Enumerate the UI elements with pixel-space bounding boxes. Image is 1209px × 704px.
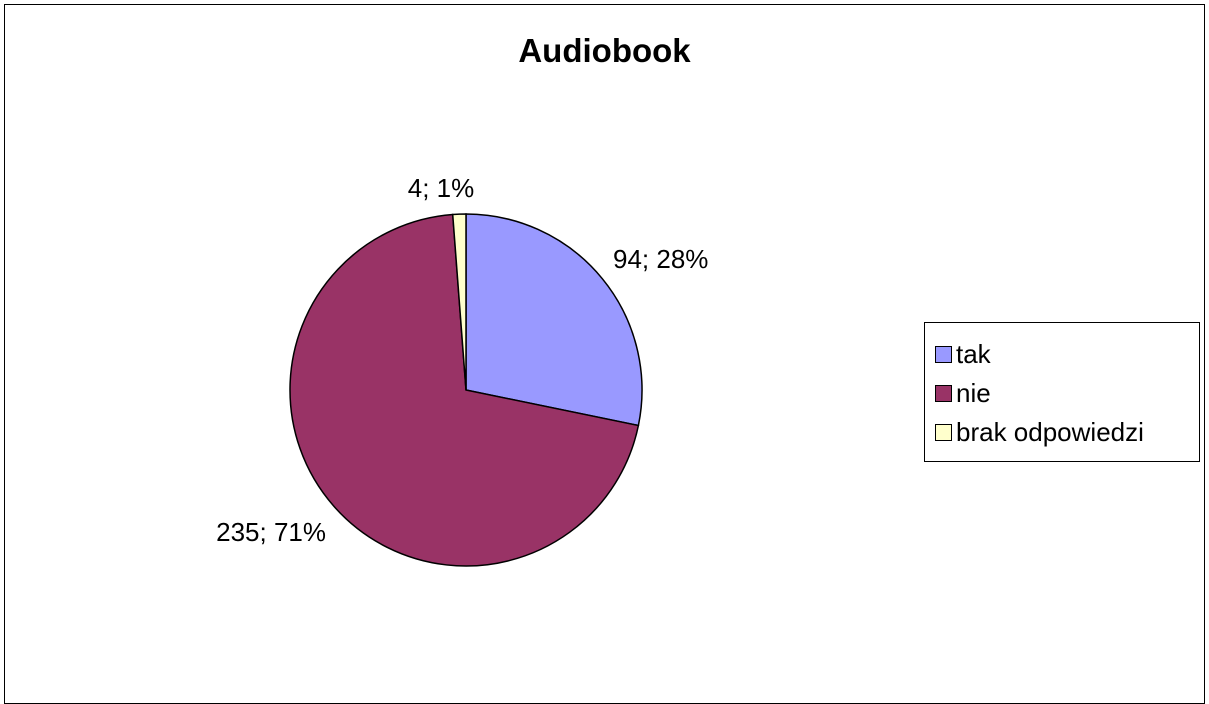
pie-data-labels: 94; 28% 235; 71% 4; 1%: [216, 173, 708, 547]
pie-slice-brak-odpowiedzi: [451, 213, 467, 391]
legend-item-tak: tak: [935, 336, 991, 372]
pie-slice-nie: [289, 213, 640, 567]
legend-item-nie: nie: [935, 375, 991, 411]
legend-label-nie: nie: [956, 377, 991, 408]
data-label-nie: 235; 71%: [216, 517, 326, 547]
pie-chart: 94; 28% 235; 71% 4; 1%: [216, 173, 708, 567]
legend: tak nie brak odpowiedzi: [924, 322, 1200, 462]
chart-title: Audiobook: [518, 32, 691, 69]
legend-swatch-brak-odpowiedzi: [935, 423, 952, 441]
legend-label-brak-odpowiedzi: brak odpowiedzi: [956, 416, 1144, 447]
data-label-brak-odpowiedzi: 4; 1%: [408, 173, 475, 203]
pie-slice-tak: [465, 213, 643, 427]
legend-item-brak-odpowiedzi: brak odpowiedzi: [935, 414, 1144, 450]
data-label-tak: 94; 28%: [613, 244, 708, 274]
pie-slices: [289, 213, 643, 567]
legend-label-tak: tak: [956, 338, 991, 369]
legend-swatch-nie: [935, 384, 952, 402]
legend-swatch-tak: [935, 345, 952, 363]
